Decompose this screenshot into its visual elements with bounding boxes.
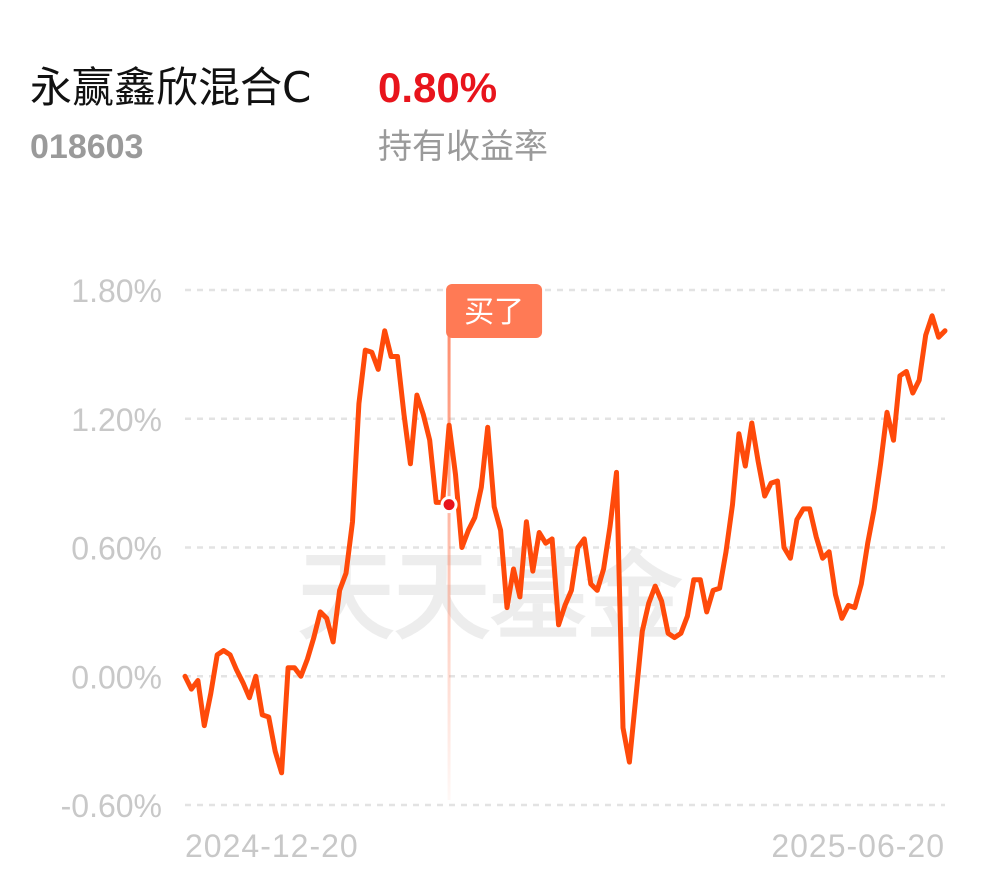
- y-tick-label: -0.60%: [61, 788, 162, 824]
- holding-return-value: 0.80%: [378, 64, 498, 111]
- buy-marker-label: 买了: [464, 295, 524, 330]
- buy-marker-line: [447, 330, 451, 800]
- y-tick-label: 1.80%: [71, 273, 162, 309]
- y-tick-label: 0.60%: [71, 531, 162, 567]
- buy-marker-badge[interactable]: [446, 284, 543, 338]
- fund-code: 018603: [30, 128, 144, 166]
- y-tick-label: 0.00%: [71, 659, 162, 695]
- buy-point[interactable]: [440, 496, 458, 514]
- x-tick-label: 2025-06-20: [771, 828, 945, 864]
- watermark: 天天基金: [298, 541, 683, 653]
- fund-name: 永赢鑫欣混合C: [30, 63, 312, 112]
- y-tick-label: 1.20%: [71, 402, 162, 438]
- x-tick-label: 2024-12-20: [185, 828, 359, 864]
- return-series-line: [182, 313, 948, 776]
- holding-return-label: 持有收益率: [378, 127, 548, 167]
